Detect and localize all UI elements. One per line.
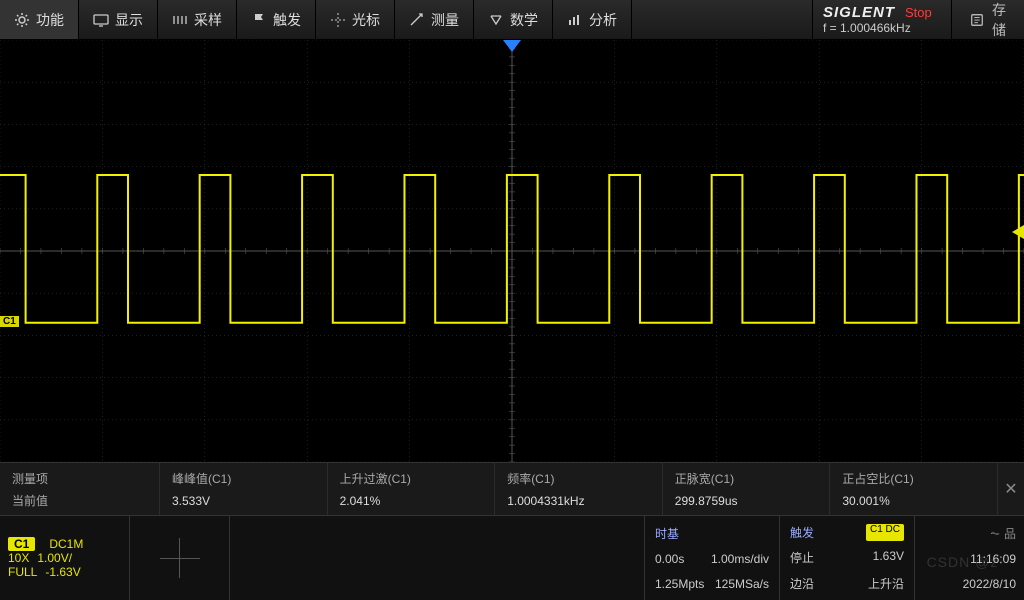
tb-save-label: 存储 (992, 0, 1006, 40)
cursor-icon (330, 12, 346, 28)
channel-tag: C1 (0, 316, 19, 327)
meas-name: 正占空比(C1) (842, 470, 985, 487)
tb-trigger[interactable]: 触发 (237, 0, 316, 39)
brand-panel: SIGLENT Stop f = 1.000466kHz (812, 0, 952, 39)
measurement-strip: 测量项 当前值 峰峰值(C1) 3.533V 上升过激(C1) 2.041% 频… (0, 462, 1024, 516)
channel-probe: 10X (8, 551, 29, 565)
time-trigger-marker (503, 40, 521, 52)
position-crosshair[interactable] (130, 516, 230, 600)
channel-bw: FULL (8, 565, 37, 579)
meas-name: 正脉宽(C1) (675, 470, 818, 487)
meas-value: 3.533V (172, 494, 315, 508)
brand-name: SIGLENT (823, 4, 895, 21)
meas-value: 1.0004331kHz (507, 494, 650, 508)
tb-function-label: 功能 (36, 10, 64, 30)
net-icon: 品 (1004, 525, 1016, 542)
tb-sample[interactable]: 采样 (158, 0, 237, 39)
meas-name: 频率(C1) (507, 470, 650, 487)
scope-svg (0, 40, 1024, 462)
run-state: Stop (905, 5, 932, 20)
tb-scale: 1.00ms/div (711, 552, 769, 566)
usb-icon: ⏦ (990, 526, 1000, 541)
trigger-state: 停止 (790, 549, 814, 566)
status-spacer (230, 516, 644, 600)
tb-math-label: 数学 (510, 10, 538, 30)
channel-offset: -1.63V (45, 565, 80, 579)
analyze-icon (567, 12, 583, 28)
measure-icon (409, 12, 425, 28)
meas-row1-label: 测量项 (12, 470, 147, 487)
trigger-slope: 上升沿 (868, 575, 904, 592)
flag-icon (251, 12, 267, 28)
tb-measure[interactable]: 测量 (395, 0, 474, 39)
trigger-level-arrow[interactable] (1012, 225, 1024, 239)
tb-cursor-label: 光标 (352, 10, 380, 30)
gear-icon (14, 12, 30, 28)
timebase-title: 时基 (655, 525, 769, 542)
tb-sample-label: 采样 (194, 10, 222, 30)
freq-readout: f = 1.000466kHz (823, 21, 941, 35)
tb-function[interactable]: 功能 (0, 0, 79, 39)
meas-name: 峰峰值(C1) (172, 470, 315, 487)
trigger-title: 触发 (790, 524, 814, 541)
meas-value: 299.8759us (675, 494, 818, 508)
tb-display[interactable]: 显示 (79, 0, 158, 39)
tb-rate: 125MSa/s (715, 577, 769, 591)
tb-analyze[interactable]: 分析 (553, 0, 632, 39)
meas-col[interactable]: 正占空比(C1) 30.001% (830, 463, 998, 515)
display-icon (93, 12, 109, 28)
math-icon (488, 12, 504, 28)
tb-analyze-label: 分析 (589, 10, 617, 30)
waveform-area[interactable]: C1 (0, 40, 1024, 462)
channel-coupling: DC1M (49, 537, 83, 551)
trigger-panel[interactable]: 触发 C1 DC 停止 1.63V 边沿 上升沿 (779, 516, 914, 600)
save-icon (970, 13, 984, 27)
meas-row2-label: 当前值 (12, 492, 147, 509)
tb-points: 1.25Mpts (655, 577, 704, 591)
trigger-level: 1.63V (873, 549, 904, 566)
top-toolbar: 功能 显示 采样 触发 光标 测量 数学 分析 SIGLENT Stop f =… (0, 0, 1024, 40)
tb-cursor[interactable]: 光标 (316, 0, 395, 39)
meas-value: 30.001% (842, 494, 985, 508)
meas-col[interactable]: 频率(C1) 1.0004331kHz (495, 463, 663, 515)
clock-date: 2022/8/10 (963, 577, 1016, 591)
meas-name: 上升过激(C1) (340, 470, 483, 487)
meas-header-col: 测量项 当前值 (0, 463, 160, 515)
channel-vdiv: 1.00V/ (37, 551, 72, 565)
trigger-type: 边沿 (790, 575, 814, 592)
io-icons: ⏦ 品 (990, 525, 1016, 542)
meas-col[interactable]: 正脉宽(C1) 299.8759us (663, 463, 831, 515)
sample-icon (172, 12, 188, 28)
tb-measure-label: 测量 (431, 10, 459, 30)
meas-close-button[interactable]: ✕ (998, 463, 1024, 515)
clock-panel: ⏦ 品 11:16:09 2022/8/10 (914, 516, 1024, 600)
meas-col[interactable]: 峰峰值(C1) 3.533V (160, 463, 328, 515)
status-bar: C1 DC1M 10X 1.00V/ FULL -1.63V 时基 0.00s 1… (0, 516, 1024, 600)
tb-delay: 0.00s (655, 552, 684, 566)
tb-save[interactable]: 存储 (952, 0, 1024, 39)
tb-trigger-label: 触发 (273, 10, 301, 30)
channel-badge: C1 (8, 537, 35, 551)
timebase-panel[interactable]: 时基 0.00s 1.00ms/div 1.25Mpts 125MSa/s (644, 516, 779, 600)
meas-value: 2.041% (340, 494, 483, 508)
channel-box[interactable]: C1 DC1M 10X 1.00V/ FULL -1.63V (0, 516, 130, 600)
trigger-ch-badge: C1 DC (866, 524, 904, 541)
clock-time: 11:16:09 (970, 552, 1016, 566)
meas-col[interactable]: 上升过激(C1) 2.041% (328, 463, 496, 515)
tb-math[interactable]: 数学 (474, 0, 553, 39)
tb-display-label: 显示 (115, 10, 143, 30)
